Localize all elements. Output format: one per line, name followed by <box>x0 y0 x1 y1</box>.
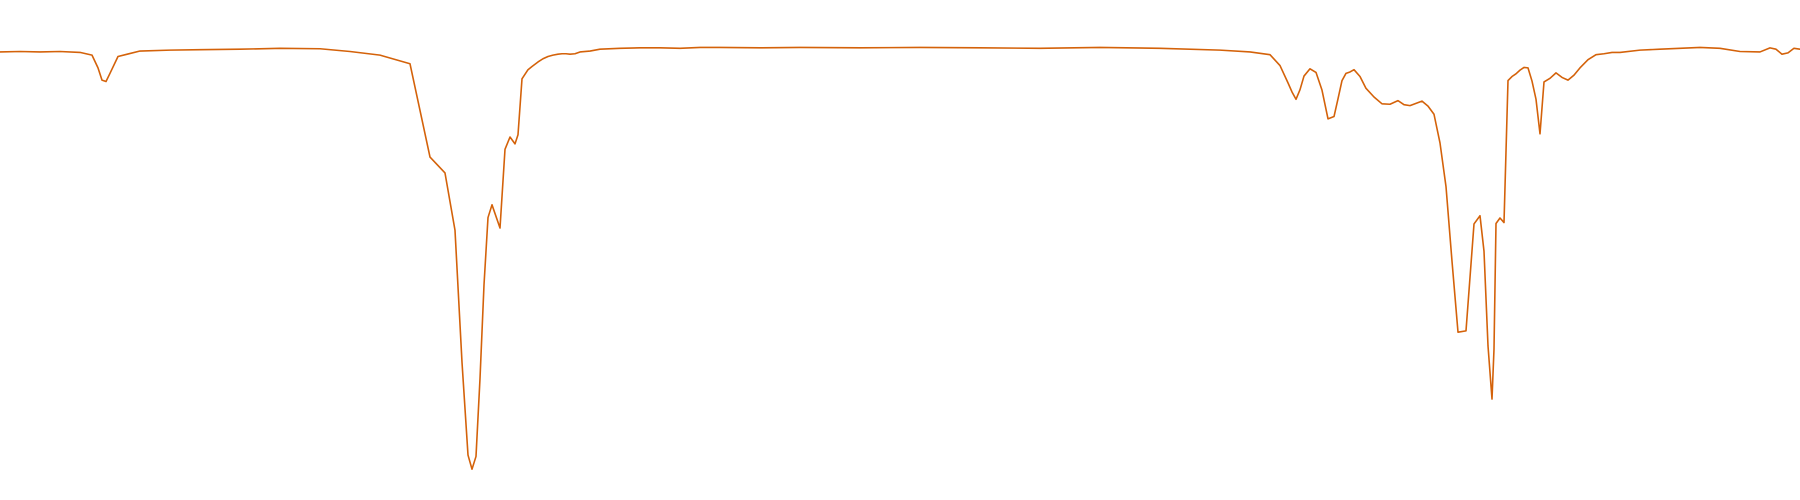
series-layer <box>0 46 1800 470</box>
series-line-0 <box>0 46 1800 470</box>
